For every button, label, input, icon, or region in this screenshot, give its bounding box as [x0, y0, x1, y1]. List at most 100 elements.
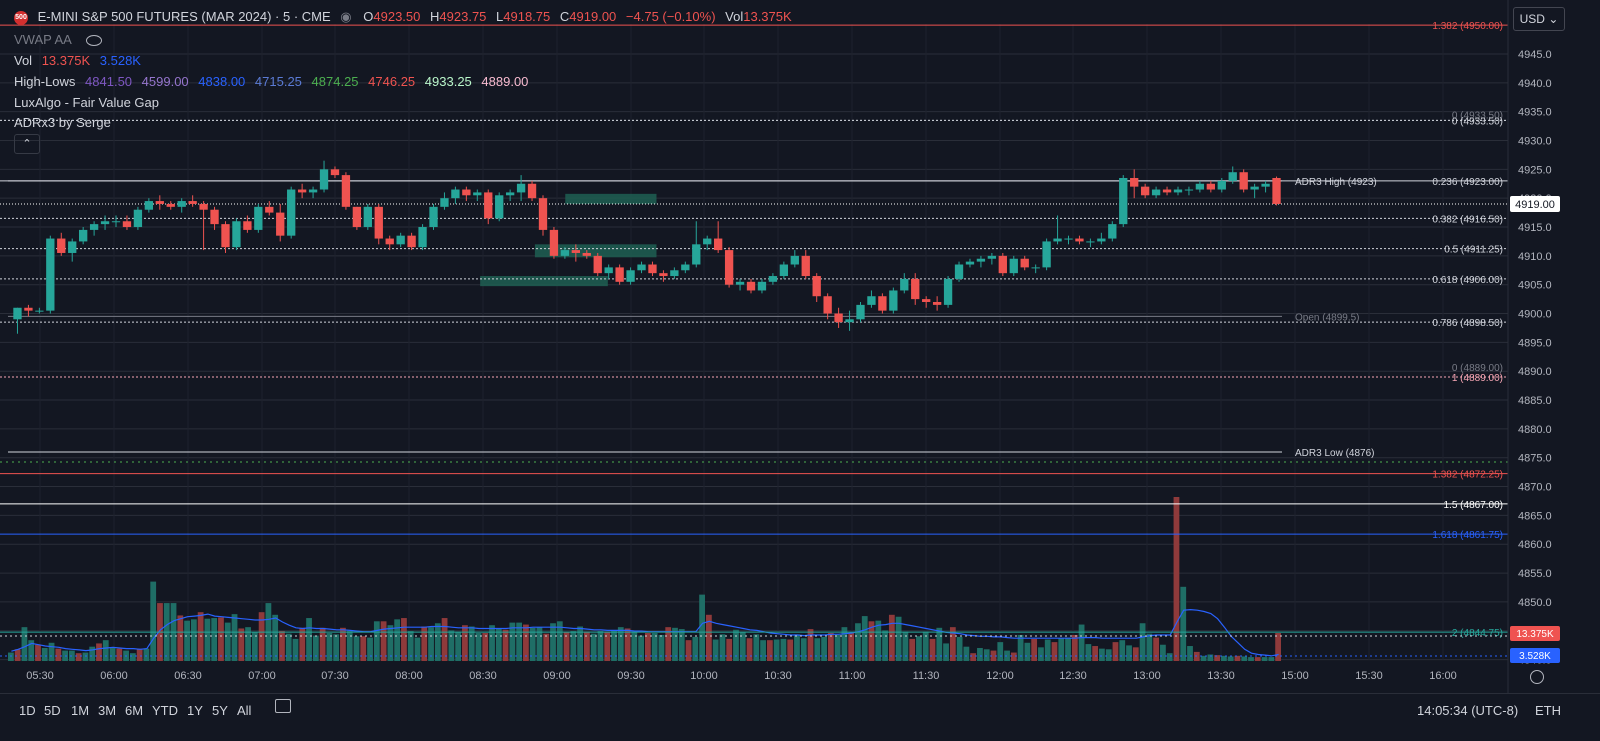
timeframe-button-3m[interactable]: 3M [98, 703, 117, 718]
volume-bar [543, 633, 550, 661]
candle-body [998, 255, 1007, 274]
high-lows-label[interactable]: High-Lows [14, 74, 76, 89]
volume-bar [96, 643, 102, 661]
fvg-zone [565, 193, 657, 204]
indicator-adr[interactable]: ADRx3 by Serge [14, 115, 117, 130]
timeframe-button-ytd[interactable]: YTD [152, 703, 178, 718]
volume-bar [1146, 633, 1153, 661]
volume-bar [468, 626, 475, 661]
candle-body [823, 296, 832, 314]
candle-body [46, 238, 55, 311]
time-tick-label: 10:30 [764, 670, 792, 682]
candle-body [1119, 177, 1128, 225]
volume-bar [1099, 648, 1105, 661]
volume-bar [766, 640, 773, 661]
indicator-high-lows[interactable]: High-Lows 4841.50 4599.00 4838.00 4715.2… [14, 74, 534, 89]
high-lows-value: 4889.00 [481, 74, 529, 89]
candle-body [1250, 186, 1259, 190]
timeframe-button-5d[interactable]: 5D [44, 703, 61, 718]
volume-bar [983, 649, 990, 661]
volume-ma-label: 3.528K [1519, 651, 1551, 662]
collapse-legend-button[interactable]: ⌃ [14, 134, 40, 154]
volume-bar [197, 612, 204, 661]
volume-bar [604, 631, 611, 661]
chevron-down-icon: ⌄ [1548, 12, 1559, 26]
fib-level-label: 1.382 (4950.00) [1432, 21, 1503, 32]
volume-bar [977, 647, 983, 661]
candle-body [287, 189, 296, 236]
volume-bar [292, 638, 299, 661]
high-lows-value: 4715.25 [254, 74, 302, 89]
open-label: O [363, 9, 374, 24]
time-tick-label: 11:30 [913, 670, 940, 682]
timeframe-button-1d[interactable]: 1D [19, 703, 36, 718]
volume-bar [624, 628, 631, 661]
candle-body [1020, 258, 1029, 268]
clock[interactable]: 14:05:34 (UTC-8) [1417, 703, 1519, 718]
time-tick-label: 09:30 [617, 670, 645, 682]
symbol-legend[interactable]: 500 E-MINI S&P 500 FUTURES (MAR 2024) · … [14, 9, 792, 25]
adr-level-label: Open (4899.5) [1295, 312, 1360, 323]
volume-bar [109, 647, 116, 661]
candle-body [889, 290, 898, 311]
time-tick-label: 12:30 [1059, 670, 1087, 682]
symbol-name[interactable]: E-MINI S&P 500 FUTURES (MAR 2024) · 5 · … [37, 9, 331, 24]
candle-body [735, 281, 745, 285]
volume-bar [726, 638, 733, 661]
volume-bar [990, 650, 997, 661]
adr-label[interactable]: ADRx3 by Serge [14, 115, 111, 130]
volume-bar [428, 627, 434, 661]
candle-body [451, 189, 460, 199]
candle-body [462, 189, 471, 196]
price-axis[interactable]: 4945.04940.04935.04930.04925.04920.04915… [1507, 0, 1600, 693]
volume-bar [807, 629, 814, 661]
volume-bar [136, 648, 143, 661]
last-price-tag [1510, 195, 1560, 212]
timeframe-button-5y[interactable]: 5Y [212, 703, 228, 718]
volume-bar [190, 619, 197, 661]
volume-bar [82, 652, 89, 661]
volume-bar [916, 636, 922, 661]
indicator-vwap[interactable]: VWAP AA [14, 32, 108, 47]
hidden-eye-icon[interactable] [85, 35, 102, 47]
volume-bar [177, 615, 184, 661]
candle-body [177, 201, 186, 207]
volume-bar [678, 629, 685, 661]
volume-bar [577, 626, 584, 661]
volume-bar [21, 627, 28, 661]
indicator-volume[interactable]: Vol 13.375K 3.528K [14, 53, 147, 68]
candle-body [812, 276, 821, 297]
session-button[interactable]: ETH [1535, 703, 1561, 718]
timeframe-button-1m[interactable]: 1M [71, 703, 90, 718]
volume-bar [258, 612, 265, 661]
timeframe-button-6m[interactable]: 6M [125, 703, 144, 718]
time-axis[interactable]: 05:30 06:00 06:30 07:00 07:30 08:00 08:30 09:00… [26, 670, 1457, 682]
candle-body [188, 201, 197, 204]
calendar-icon[interactable] [275, 699, 291, 713]
last-volume-label: 13.375K [1516, 629, 1554, 640]
gear-icon[interactable] [1530, 670, 1544, 684]
volume-bar [617, 627, 624, 661]
volume-bar [1044, 639, 1051, 661]
indicator-luxalgo[interactable]: LuxAlgo - Fair Value Gap [14, 95, 165, 110]
candle-body [1108, 224, 1117, 239]
timeframe-button-all[interactable]: All [237, 703, 252, 718]
vol-indicator-label[interactable]: Vol [14, 53, 33, 68]
vwap-label[interactable]: VWAP AA [14, 32, 72, 47]
candle-body [757, 281, 767, 291]
volume-bar [89, 646, 96, 661]
volume-bar [14, 649, 21, 661]
time-tick-label: 06:00 [100, 670, 128, 682]
candle-body [560, 250, 570, 256]
volume-bar [299, 627, 306, 661]
luxalgo-label[interactable]: LuxAlgo - Fair Value Gap [14, 95, 159, 110]
price-tick-label: 4855.0 [1518, 568, 1552, 580]
currency-selector[interactable]: USD ⌄ [1513, 7, 1565, 31]
time-tick-label: 07:30 [321, 670, 349, 682]
candle-body [527, 183, 537, 199]
volume-bar [936, 627, 943, 661]
volume-bar [888, 614, 895, 661]
timeframe-button-1y[interactable]: 1Y [187, 703, 203, 718]
volume-bar [949, 627, 956, 661]
